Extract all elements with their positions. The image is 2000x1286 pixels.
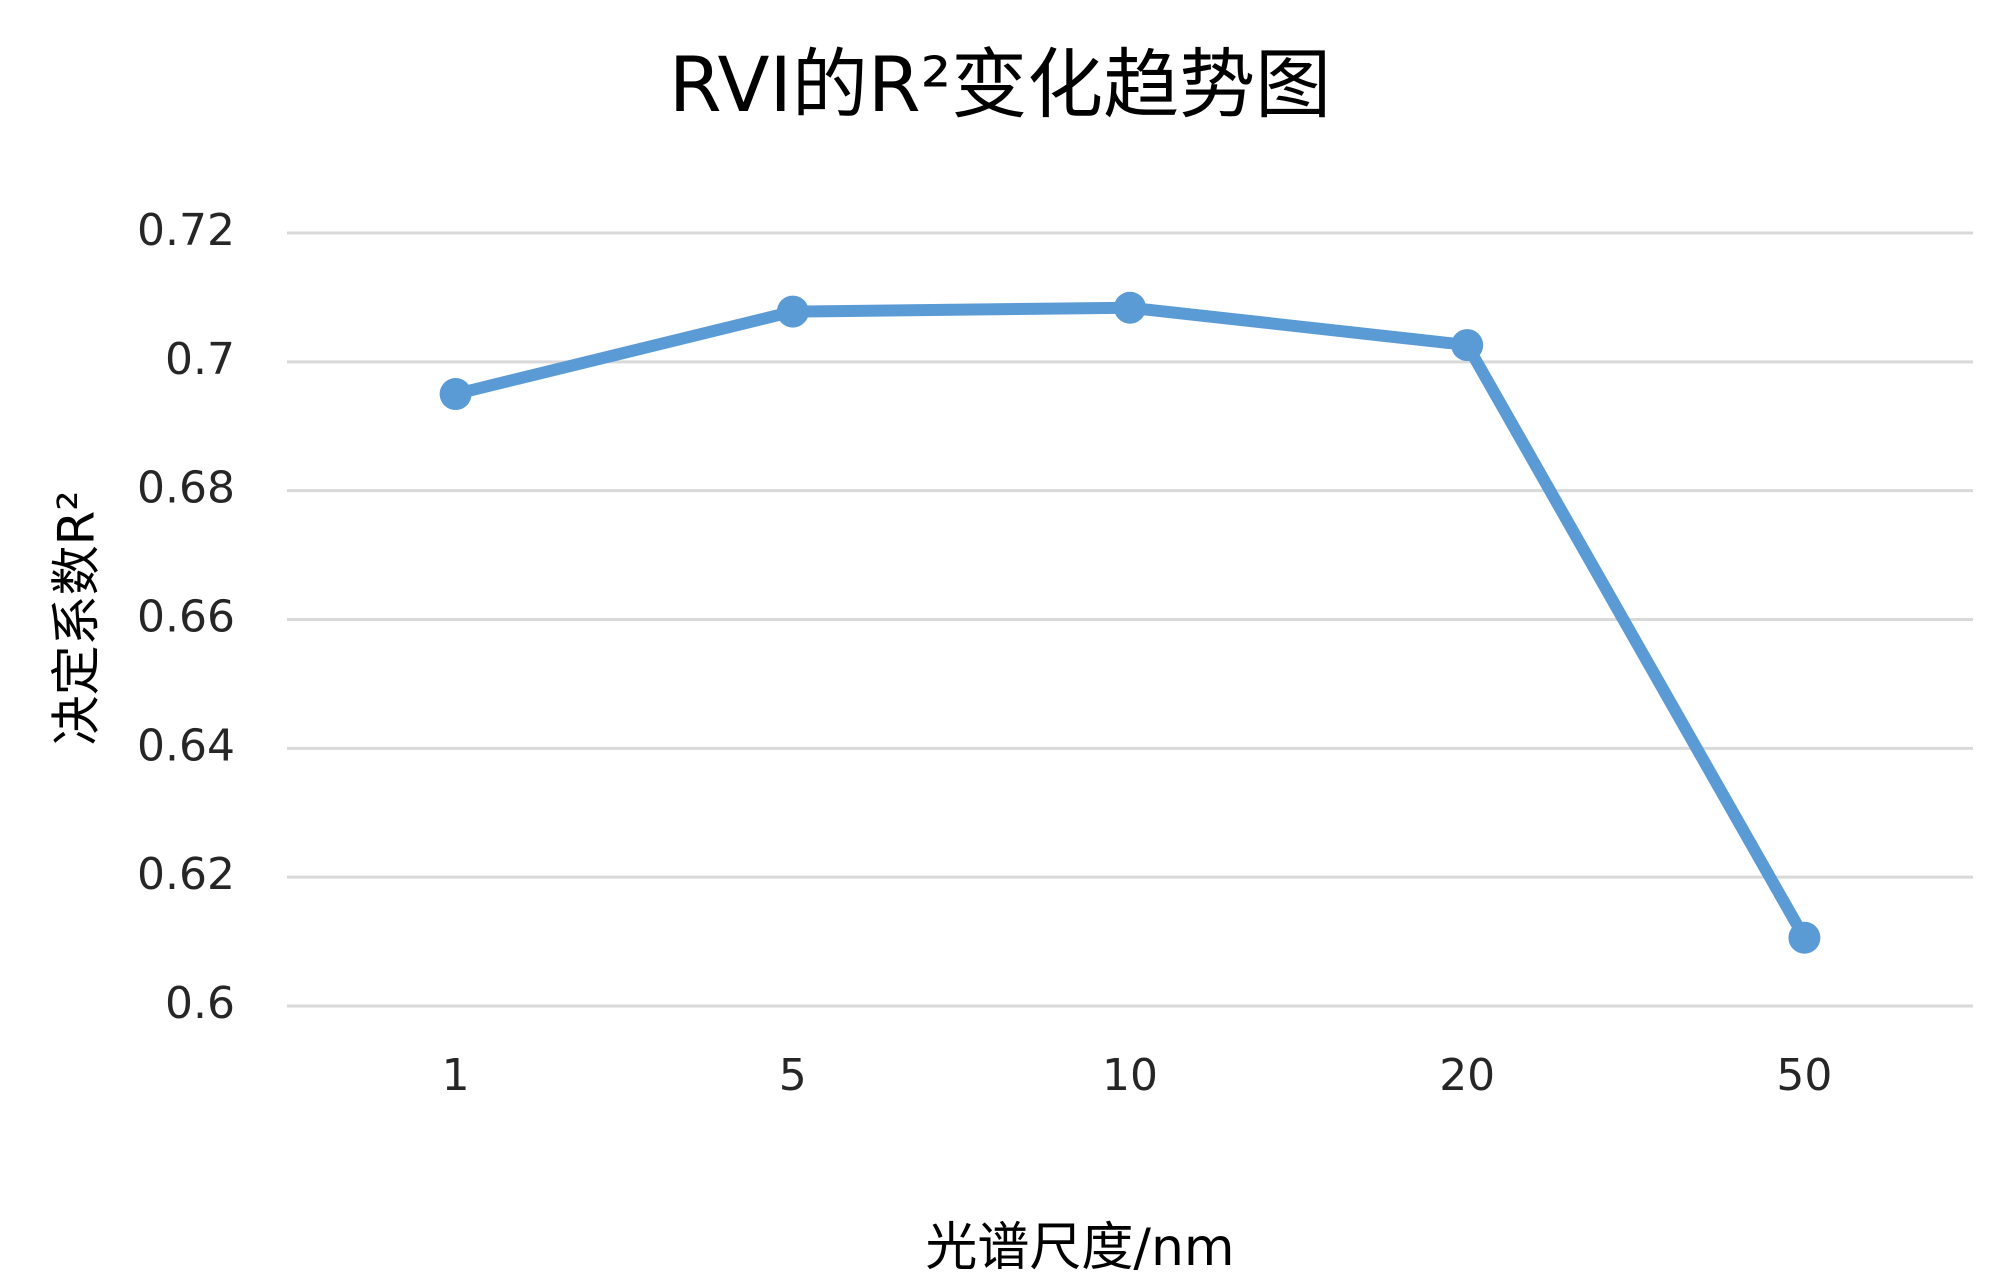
data-point [439, 378, 472, 411]
data-point [776, 295, 809, 328]
y-tick-label: 0.72 [137, 205, 235, 256]
x-axis-label: 光谱尺度/nm [925, 1218, 1234, 1278]
x-tick-label: 50 [1776, 1050, 1832, 1101]
x-tick-label: 10 [1102, 1050, 1158, 1101]
series-line [454, 301, 1810, 941]
x-tick-label: 5 [779, 1050, 807, 1101]
y-tick-label: 0.6 [165, 978, 235, 1029]
y-tick-label: 0.62 [137, 849, 235, 900]
y-axis-label: 决定系数R² [48, 491, 106, 746]
y-tick-label: 0.64 [137, 720, 235, 771]
data-point [1451, 329, 1484, 362]
data-point [1114, 291, 1146, 324]
x-tick-label: 20 [1439, 1050, 1495, 1101]
data-point [1788, 921, 1821, 954]
chart-title: RVI的R²变化趋势图 [669, 40, 1331, 129]
y-tick-label: 0.66 [137, 592, 235, 643]
x-tick-label: 1 [442, 1050, 470, 1101]
y-tick-label: 0.7 [165, 334, 235, 385]
y-tick-label: 0.68 [137, 463, 235, 514]
